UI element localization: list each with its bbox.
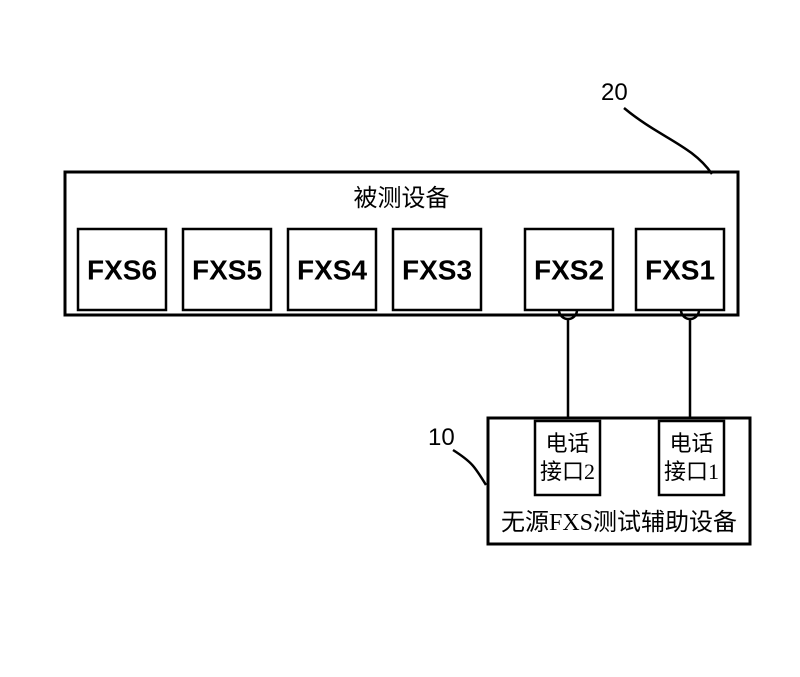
fxs-port-3-label: FXS3 (402, 255, 472, 286)
fxs-port-2-label: FXS2 (534, 255, 604, 286)
phone-if-1-l1: 电话 (669, 431, 713, 456)
aux-title: 无源FXS测试辅助设备 (501, 509, 737, 536)
ref-label-10: 10 (428, 424, 455, 451)
fxs-port-4-label: FXS4 (297, 255, 367, 286)
dut-title: 被测设备 (354, 185, 450, 212)
fxs-port-1-label: FXS1 (645, 255, 715, 286)
ref-leader-10 (453, 450, 486, 485)
connector-1 (559, 310, 577, 418)
ref-label-20: 20 (601, 79, 628, 106)
fxs-port-6-label: FXS6 (87, 255, 157, 286)
connector-2 (681, 310, 699, 418)
phone-if-2-l2: 接口2 (540, 459, 595, 484)
ref-leader-20 (624, 108, 712, 174)
fxs-port-5-label: FXS5 (192, 255, 262, 286)
phone-if-1-l2: 接口1 (664, 459, 719, 484)
phone-if-2-l1: 电话 (545, 431, 589, 456)
